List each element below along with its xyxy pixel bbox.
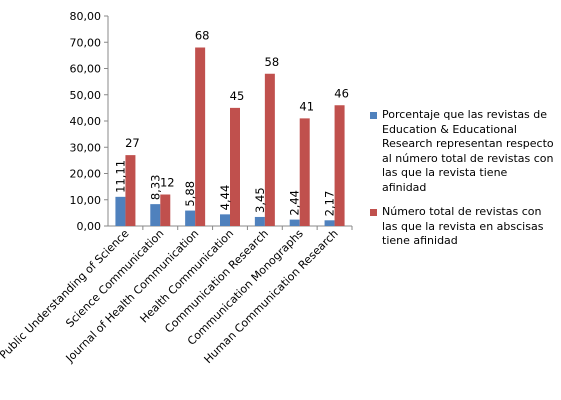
bar-percentage [324, 220, 335, 226]
data-label-total: 68 [195, 29, 210, 43]
bar-percentage [150, 204, 161, 226]
legend-item-percentage: Porcentaje que las revistas de Education… [370, 108, 555, 195]
y-tick-label: 70,00 [70, 36, 102, 49]
y-tick-label: 20,00 [70, 168, 102, 181]
data-label-total: 12 [160, 176, 175, 190]
bars [115, 47, 353, 230]
data-label-percentage: 11,11 [113, 160, 127, 193]
data-label-percentage: 8,33 [148, 175, 162, 201]
data-label-percentage: 2,17 [323, 191, 337, 217]
data-label-percentage: 5,88 [183, 181, 197, 207]
legend-swatch-red [370, 209, 377, 216]
y-tick-label: 60,00 [70, 63, 102, 76]
y-tick-label: 10,00 [70, 194, 102, 207]
bar-total [264, 73, 275, 226]
bar-percentage [289, 219, 300, 226]
legend: Porcentaje que las revistas de Education… [370, 108, 555, 259]
bar-percentage [185, 210, 196, 226]
bar-percentage [220, 214, 230, 226]
bar-percentage [115, 196, 126, 226]
legend-label-percentage: Porcentaje que las revistas de Education… [382, 108, 554, 194]
bar-total [125, 155, 136, 226]
bar-total [195, 47, 206, 226]
data-label-percentage: 4,44 [218, 185, 232, 211]
y-tick-label: 0,00 [77, 220, 102, 233]
data-label-total: 41 [299, 99, 314, 113]
legend-item-total: Número total de revistas con las que la … [370, 205, 555, 249]
data-label-total: 46 [334, 86, 349, 100]
category-label: Journal of Health Communication [63, 227, 202, 366]
y-tick-label: 50,00 [70, 89, 102, 102]
y-tick-label: 80,00 [70, 10, 102, 23]
data-label-total: 45 [230, 89, 245, 103]
bar-total [230, 107, 240, 226]
bar-total [299, 118, 310, 226]
bar-total [334, 105, 345, 226]
legend-swatch-blue [370, 112, 377, 119]
legend-label-total: Número total de revistas con las que la … [382, 205, 544, 247]
category-label: Public Understanding of Science [0, 227, 132, 362]
y-axis-ticks: 0,00 10,00 20,00 30,00 40,00 50,00 60,00 70,00 8… [70, 10, 108, 233]
data-label-total: 27 [125, 136, 140, 150]
data-label-percentage: 2,44 [288, 190, 302, 216]
bar-percentage [254, 216, 265, 226]
data-label-percentage: 3,45 [253, 187, 267, 213]
y-tick-label: 40,00 [70, 115, 102, 128]
data-label-total: 58 [265, 55, 280, 69]
y-tick-label: 30,00 [70, 141, 102, 154]
bar-total [160, 194, 171, 226]
